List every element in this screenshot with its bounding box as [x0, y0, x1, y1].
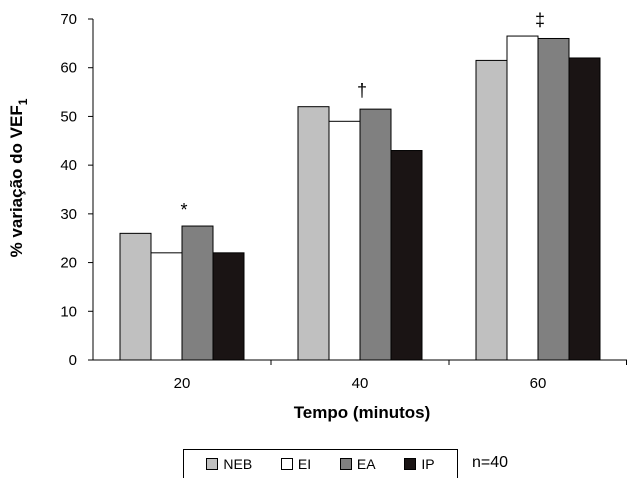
y-tick-label: 0 [69, 352, 77, 369]
legend-label: EA [356, 456, 376, 472]
y-tick-label: 30 [60, 206, 77, 223]
bar-neb-60 [475, 59, 508, 361]
legend-label: EI [297, 456, 312, 472]
sample-size-note: n=40 [472, 454, 509, 471]
significance-marker: ‡ [535, 10, 545, 30]
legend: NEB EI EA IP [183, 449, 458, 478]
legend-label: IP [421, 456, 435, 472]
x-tick-label: 60 [530, 375, 547, 392]
y-tick-label: 60 [60, 60, 77, 77]
legend-label: NEB [223, 456, 253, 472]
bar-neb-20 [119, 232, 152, 361]
legend-item-ip: IP [404, 456, 435, 472]
legend-item-neb: NEB [206, 456, 252, 472]
bar-ea-20 [181, 225, 214, 361]
bars-group [119, 35, 601, 361]
significance-marker: * [180, 200, 187, 220]
significance-marker: † [357, 81, 367, 101]
significance-markers: * † ‡ [180, 10, 545, 220]
x-ticks-group: 20 40 60 [174, 360, 627, 392]
y-axis-title: % variação do VEF1 [7, 98, 30, 257]
x-tick-label: 40 [352, 375, 369, 392]
y-tick-label: 50 [60, 108, 77, 125]
y-axis-title-text: % variação do VEF [7, 105, 26, 257]
legend-item-ei: EI [280, 456, 312, 472]
bar-ea-60 [537, 37, 570, 361]
y-tick-label: 40 [60, 157, 77, 174]
y-ticks-group: 0 10 20 30 40 50 60 70 [60, 11, 93, 369]
legend-swatch [404, 458, 417, 470]
bar-ei-40 [328, 120, 361, 361]
x-axis-title: Tempo (minutos) [294, 403, 431, 422]
bar-neb-40 [297, 106, 330, 361]
bar-ip-20 [212, 252, 245, 361]
bar-ip-40 [390, 150, 423, 361]
bar-ip-60 [568, 57, 601, 361]
y-tick-label: 70 [60, 11, 77, 28]
y-tick-label: 10 [60, 303, 77, 320]
y-axis-title-subscript: 1 [16, 98, 30, 105]
legend-swatch [280, 458, 293, 470]
bar-ei-60 [506, 35, 539, 361]
y-tick-label: 20 [60, 255, 77, 272]
legend-swatch [206, 458, 219, 470]
bar-ea-40 [359, 108, 392, 361]
bar-ei-20 [150, 252, 183, 361]
legend-item-ea: EA [339, 456, 376, 472]
x-tick-label: 20 [174, 375, 191, 392]
legend-swatch [339, 458, 352, 470]
